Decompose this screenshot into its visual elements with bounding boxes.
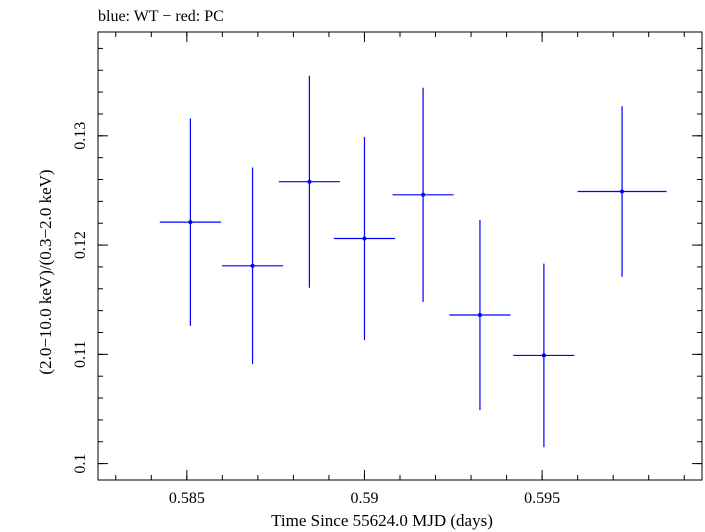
data-layer [159,75,667,448]
data-point [541,353,546,358]
x-axis: 0.585 0.59 0.595 [169,32,560,507]
data-point [477,313,482,318]
y-tick-label: 0.11 [72,341,89,368]
y-tick-label: 0.1 [72,454,89,474]
minor-ticks [98,32,702,480]
chart-title: blue: WT − red: PC [98,8,224,25]
data-point [362,236,367,241]
data-point [188,220,193,225]
data-point [421,192,426,197]
y-axis: 0.1 0.11 0.12 0.13 [72,122,702,474]
data-point [307,179,312,184]
y-axis-label: (2.0−10.0 keV)/(0.3−2.0 keV) [36,169,55,374]
data-point [620,189,625,194]
x-axis-label: Time Since 55624.0 MJD (days) [271,511,493,530]
x-tick-label: 0.595 [524,490,560,507]
plot-frame [97,31,703,481]
data-point [250,263,255,268]
x-tick-label: 0.585 [169,490,205,507]
x-tick-label: 0.59 [350,490,378,507]
y-tick-label: 0.12 [72,231,89,259]
y-tick-label: 0.13 [72,122,89,150]
